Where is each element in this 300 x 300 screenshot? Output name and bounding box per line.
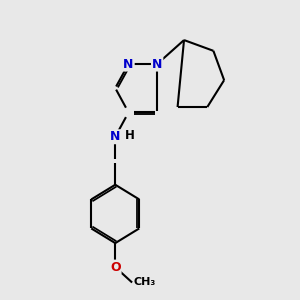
Text: N: N [152, 58, 162, 70]
Text: CH₃: CH₃ [134, 278, 156, 287]
Text: N: N [123, 58, 134, 70]
Text: O: O [110, 261, 121, 274]
Text: N: N [110, 130, 121, 143]
Text: H: H [125, 129, 135, 142]
